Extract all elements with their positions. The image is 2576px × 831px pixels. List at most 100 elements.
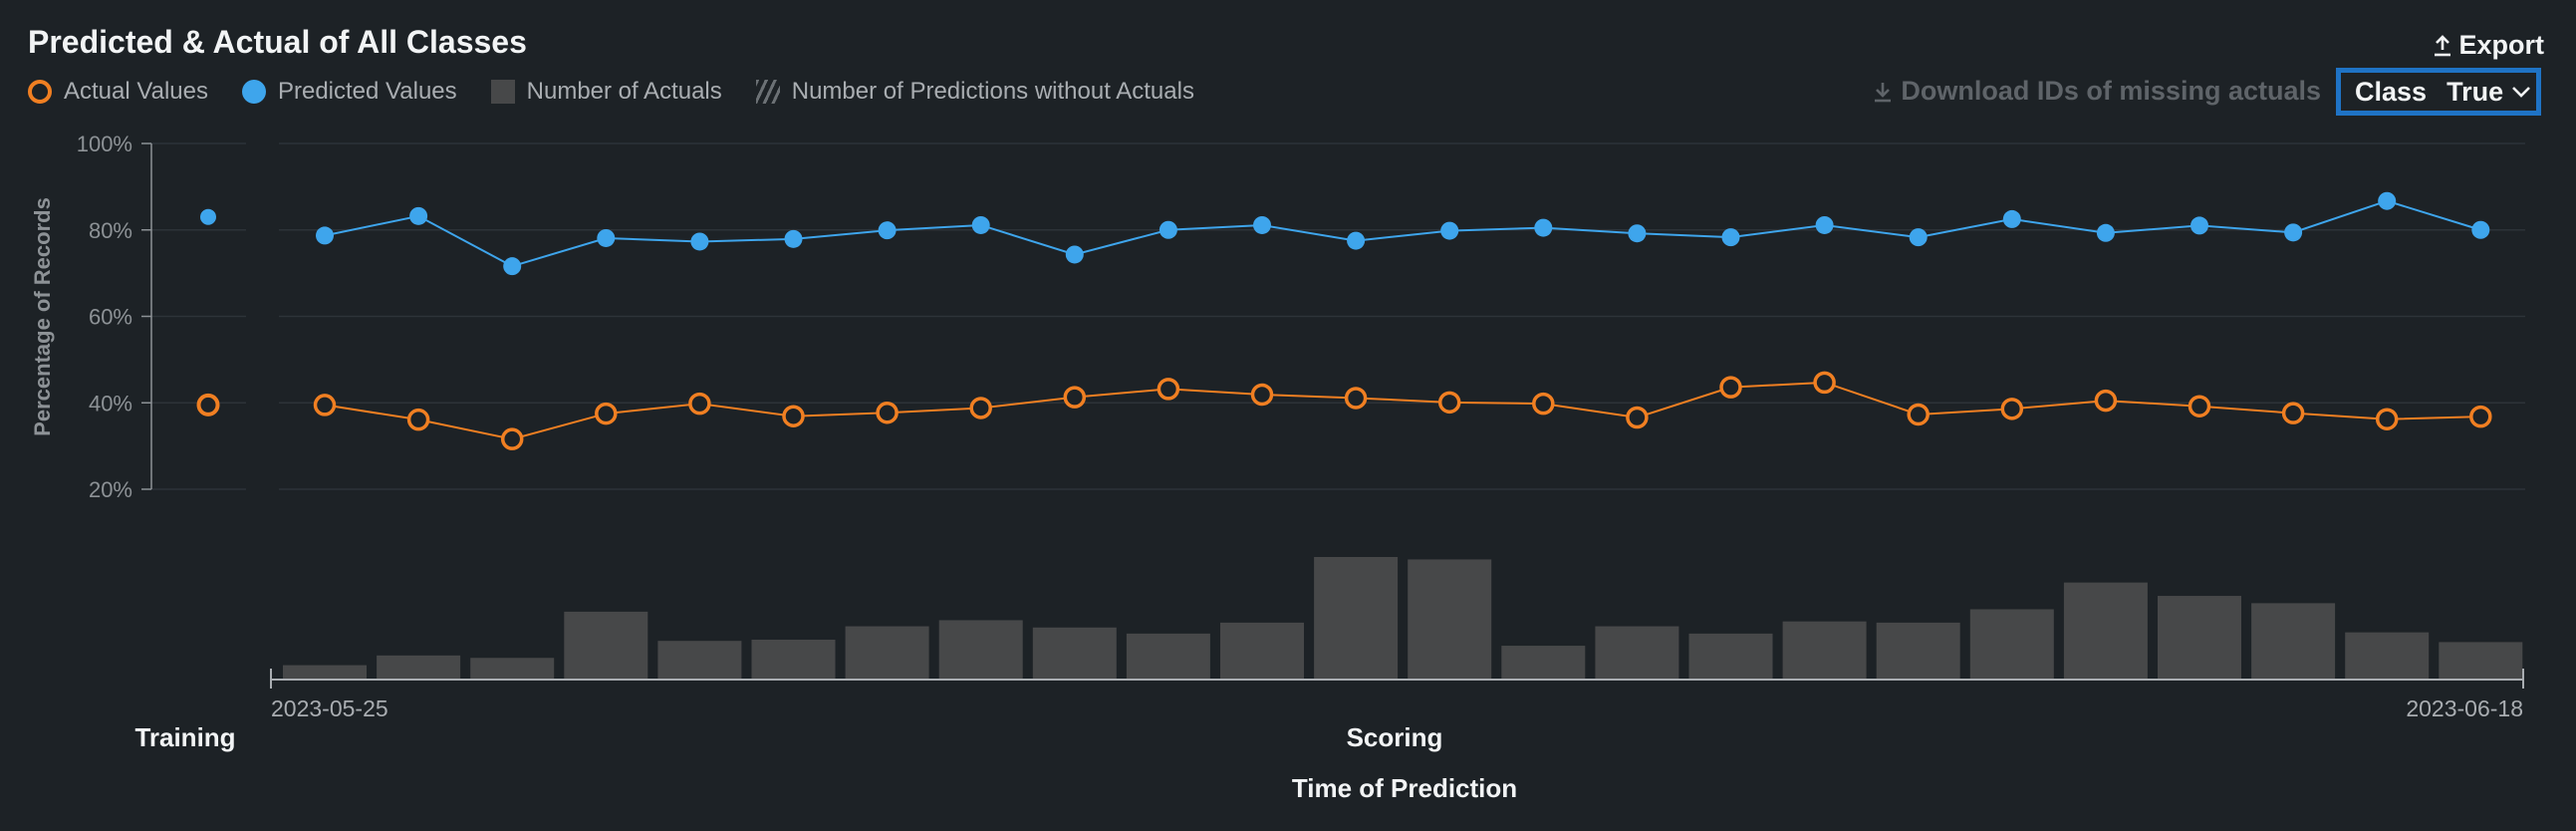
predicted-point [784, 229, 803, 248]
bar-number-of-actuals [2158, 596, 2241, 679]
actual-point [1063, 386, 1087, 409]
download-icon [1875, 82, 1892, 102]
predicted-point [1347, 231, 1366, 250]
bar-swatch-icon [490, 80, 515, 104]
download-label: Download IDs of missing actuals [1901, 76, 2321, 106]
export-button[interactable]: Export [2433, 30, 2544, 61]
predicted-point [2190, 216, 2208, 235]
y-tick-label: 20% [89, 477, 132, 502]
y-axis-label: Percentage of Records [30, 197, 55, 436]
class-selector[interactable]: Class True [2336, 68, 2541, 116]
bar-number-of-actuals [1408, 559, 1492, 679]
bar-number-of-actuals [2063, 582, 2148, 679]
actual-point [1532, 392, 1555, 416]
series-lines [324, 199, 2481, 440]
legend-pred-without-actuals-label: Number of Predictions without Actuals [791, 78, 1194, 105]
predicted-point [1909, 228, 1928, 247]
axis-labels: 100% 80% 60% 40% 20% Percentage of Records 202… [30, 132, 2523, 803]
training-actual-point [196, 393, 220, 416]
predicted-point [1253, 215, 1271, 234]
bar-number-of-actuals [283, 665, 367, 679]
chart-title: Predicted & Actual of All Classes [28, 24, 527, 60]
actual-point [2094, 389, 2118, 413]
bar-number-of-actuals [1688, 633, 1773, 679]
actual-point [313, 394, 337, 416]
predicted-point [409, 206, 428, 225]
actual-point [2000, 398, 2024, 420]
bar-number-of-actuals [1782, 621, 1867, 679]
series-points [196, 191, 2492, 450]
predicted-point [1721, 228, 1740, 247]
bar-number-of-actuals [1126, 633, 1210, 679]
legend-predicted-values[interactable]: Predicted Values [241, 78, 457, 106]
bar-number-of-actuals [1876, 622, 1960, 679]
legend-predictions-without-actuals[interactable]: Number of Predictions without Actuals [755, 78, 1194, 106]
actual-point [595, 402, 618, 425]
download-missing-actuals-button[interactable]: Download IDs of missing actuals [1873, 76, 2321, 107]
bar-number-of-actuals [751, 639, 836, 679]
bar-number-of-actuals [1314, 557, 1399, 679]
bar-number-of-actuals [1595, 626, 1679, 679]
legend-actual-values[interactable]: Actual Values [28, 78, 208, 106]
predicted-point [878, 221, 897, 240]
actual-point [1250, 383, 1274, 407]
axes [141, 142, 2524, 689]
bar-number-of-actuals [2251, 603, 2336, 679]
bar-number-of-actuals [2345, 632, 2430, 679]
actual-point [688, 392, 711, 416]
predicted-point [971, 215, 990, 234]
bar-number-of-actuals [657, 641, 742, 679]
series-line-predicted [324, 199, 2481, 268]
predicted-point [1440, 221, 1459, 240]
actual-point [1344, 387, 1368, 410]
bar-number-of-actuals [2439, 642, 2523, 679]
bar-number-of-actuals [1220, 622, 1304, 679]
legend-num-actuals-label: Number of Actuals [526, 78, 722, 105]
scoring-section-label: Scoring [1347, 722, 1443, 752]
actual-point [2281, 402, 2305, 424]
predicted-point [597, 228, 616, 247]
training-predicted-point [200, 208, 216, 225]
predicted-point [316, 226, 334, 245]
bar-number-of-actuals [845, 626, 929, 679]
x-start-date-label: 2023-05-25 [271, 695, 388, 721]
actual-point [1719, 376, 1742, 399]
y-tick-label: 80% [89, 218, 132, 243]
legend-number-of-actuals[interactable]: Number of Actuals [490, 78, 722, 106]
bar-number-of-actuals [1032, 627, 1117, 679]
predicted-point [2378, 191, 2397, 210]
bar-number-of-actuals [377, 655, 461, 679]
upload-icon [2435, 34, 2451, 56]
actual-point [1626, 406, 1649, 429]
predicted-point [1534, 218, 1553, 237]
y-tick-label: 40% [89, 391, 132, 416]
actual-point [2375, 408, 2399, 430]
export-label: Export [2458, 30, 2544, 60]
predicted-point [2002, 209, 2021, 228]
bar-number-of-actuals [470, 658, 555, 679]
x-end-date-label: 2023-06-18 [2406, 695, 2523, 721]
chevron-down-icon [2512, 87, 2531, 98]
legend-actual-label: Actual Values [64, 78, 208, 105]
actual-point [2188, 395, 2211, 417]
bar-number-of-actuals [938, 620, 1023, 679]
actual-point [1813, 371, 1836, 395]
class-value: True [2447, 76, 2504, 107]
actual-point [876, 401, 899, 424]
actual-point [500, 427, 524, 450]
grid-lines [151, 142, 2525, 490]
actual-point [969, 397, 992, 419]
y-tick-label: 100% [77, 132, 132, 156]
bar-number-of-actuals [564, 611, 648, 679]
chart-legend: Actual Values Predicted Values Number of… [28, 78, 1194, 106]
predicted-point [690, 232, 709, 251]
predicted-point [2096, 223, 2115, 242]
y-tick-label: 60% [89, 305, 132, 330]
x-axis-label: Time of Prediction [1292, 773, 1517, 803]
actual-point [1157, 378, 1180, 401]
actual-point [1907, 403, 1930, 426]
predicted-point [2471, 220, 2490, 239]
predicted-point [2284, 223, 2303, 242]
class-label: Class [2355, 76, 2428, 107]
